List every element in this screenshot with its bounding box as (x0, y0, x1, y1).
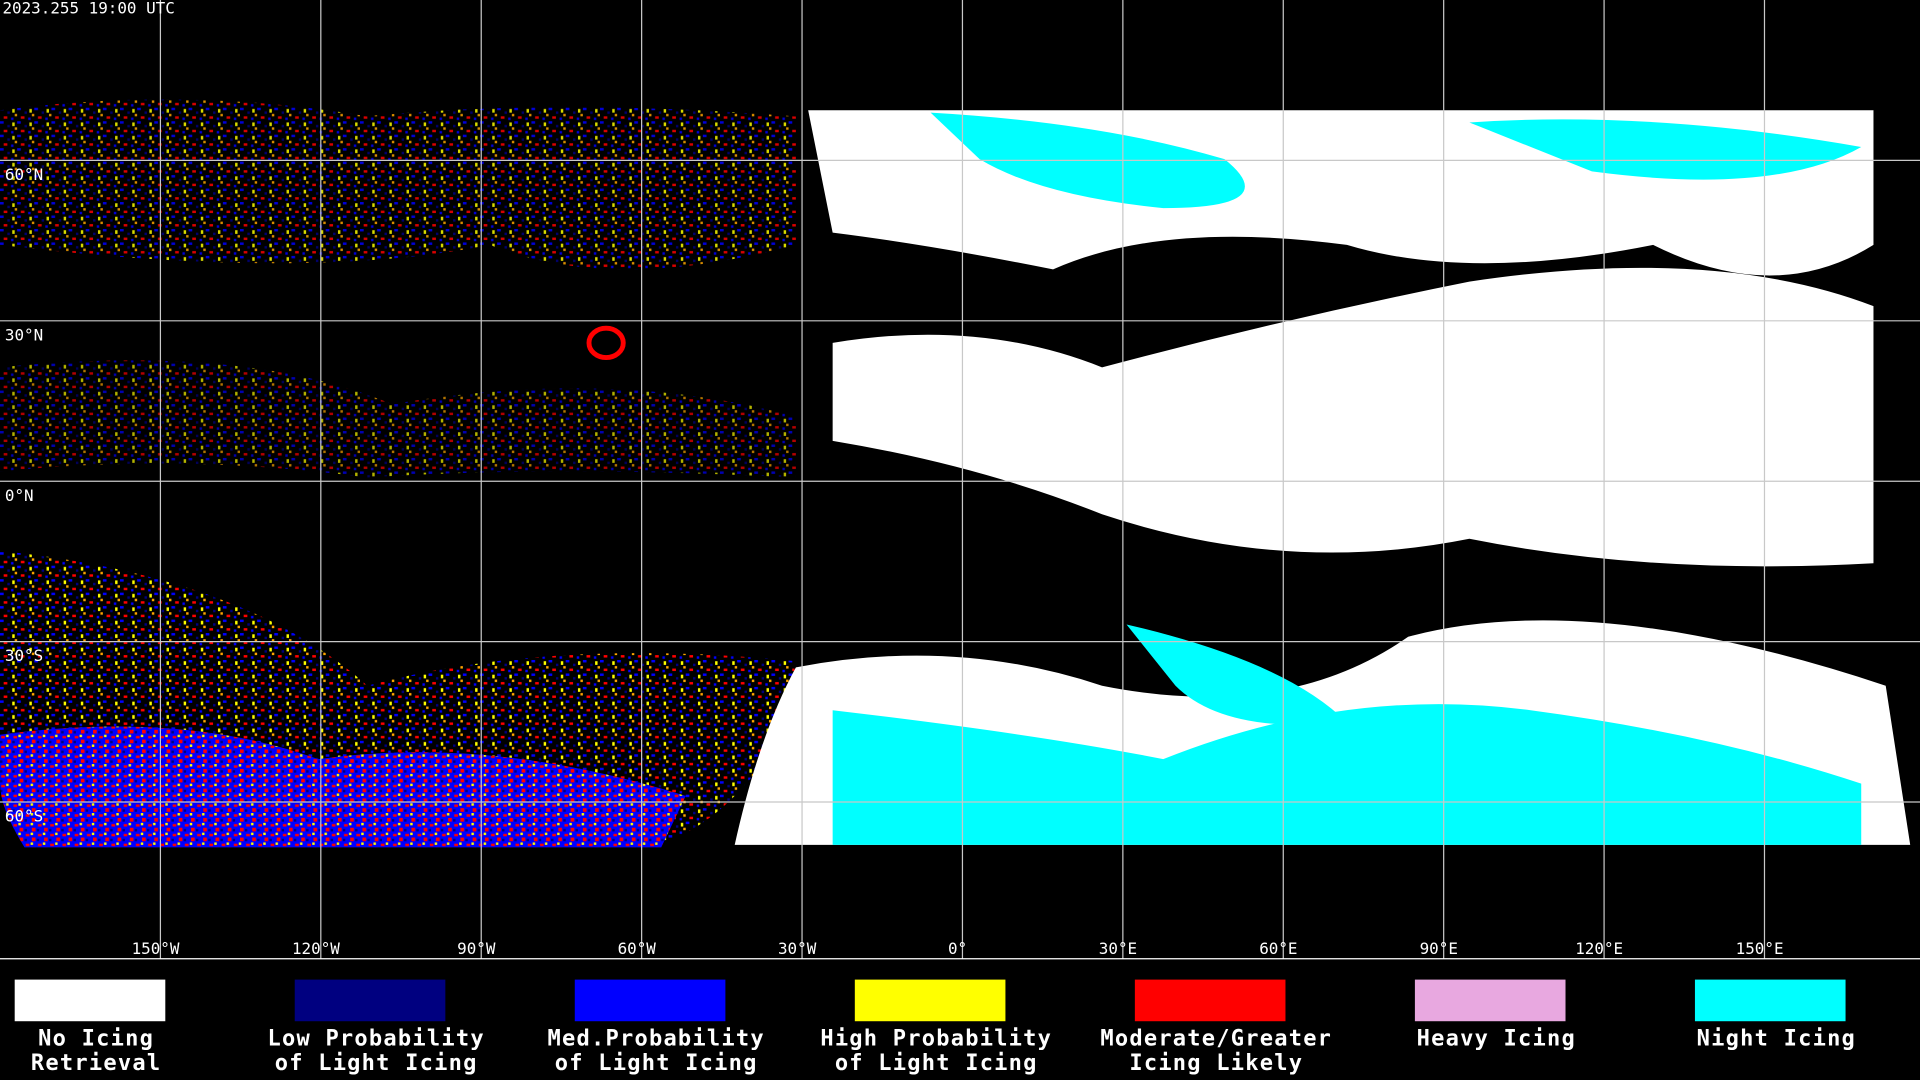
latitude-label: 30°S (5, 646, 43, 665)
legend-label: of Light Icing (555, 1051, 758, 1076)
latitude-label: 0°N (5, 486, 34, 505)
legend-label: Med.Probability (548, 1027, 765, 1052)
longitude-label: 30°E (1099, 939, 1137, 958)
legend-swatch (1134, 979, 1286, 1022)
longitude-label: 150°W (132, 939, 180, 958)
imagery-east (734, 110, 1911, 845)
legend-label: Heavy Icing (1417, 1027, 1576, 1052)
legend-swatch (294, 979, 446, 1022)
legend-label: Retrieval (31, 1051, 161, 1076)
timestamp: 2023.255 19:00 UTC (2, 0, 174, 17)
legend-label: Low Probability (267, 1027, 484, 1052)
longitude-label: 90°E (1420, 939, 1458, 958)
legend-swatch (574, 979, 726, 1022)
longitude-label: 90°W (457, 939, 496, 958)
longitude-label: 120°E (1575, 939, 1623, 958)
legend-label: of Light Icing (275, 1051, 478, 1076)
legend-label: No Icing (38, 1027, 154, 1052)
legend-swatch (1694, 979, 1846, 1022)
longitude-label: 120°W (292, 939, 340, 958)
longitude-label: 60°E (1259, 939, 1297, 958)
longitude-label: 150°E (1736, 939, 1784, 958)
legend-label: Moderate/Greater (1100, 1027, 1332, 1052)
longitude-label: 0° (948, 939, 967, 958)
legend-swatch (1414, 979, 1566, 1022)
longitude-label: 30°W (778, 939, 817, 958)
legend-label: Icing Likely (1129, 1051, 1303, 1076)
graticule: 60°N 30°N 0°N 30°S 60°S 150°W 120°W 90°W 60°W 30°… (0, 0, 1920, 959)
longitude-label: 60°W (618, 939, 657, 958)
imagery-west (0, 99, 796, 848)
legend-label: of Light Icing (835, 1051, 1038, 1076)
legend-label: Night Icing (1697, 1027, 1856, 1052)
latitude-label: 60°S (5, 807, 43, 826)
latitude-label: 30°N (5, 325, 43, 344)
legend-swatch (14, 979, 166, 1022)
legend-swatch (854, 979, 1006, 1022)
latitude-label: 60°N (5, 165, 43, 184)
legend-label: High Probability (820, 1027, 1052, 1052)
